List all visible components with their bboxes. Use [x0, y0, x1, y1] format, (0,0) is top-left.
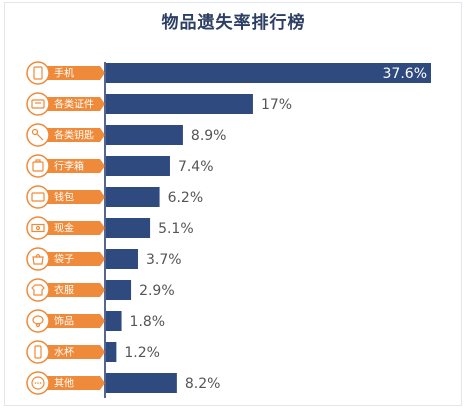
icon-badge: [26, 61, 50, 85]
chart-row: 水杯 1.2%: [26, 340, 160, 364]
chart-title: 物品遗失率排行榜: [161, 13, 306, 33]
chart-row: 饰品 1.8%: [26, 309, 166, 333]
bar: [106, 187, 160, 207]
bag-icon: [32, 253, 44, 265]
value-label: 1.2%: [124, 345, 160, 361]
chart-row: 行李箱 7.4%: [26, 154, 214, 178]
cash-icon: [31, 223, 45, 233]
phone-icon: [33, 66, 43, 80]
category-label: 现金: [54, 222, 74, 235]
more-icon: [31, 376, 45, 390]
category-label: 各类钥匙: [54, 129, 94, 142]
icon-badge: [26, 92, 50, 116]
cup-icon: [34, 345, 42, 359]
bar: [106, 94, 253, 114]
value-label: 1.8%: [130, 314, 166, 330]
value-label: 3.7%: [146, 252, 182, 268]
chart-row: 现金 5.1%: [26, 216, 194, 240]
category-label: 其他: [54, 377, 74, 390]
bar: [106, 342, 117, 362]
bar: [106, 280, 132, 300]
bar: [106, 63, 431, 83]
chart-rows: 手机 37.6% 各类证件 17% 各类钥匙 8.9% 行李箱 7.4% 钱包 6.2% 现金 5.1…: [26, 61, 431, 395]
bar: [106, 125, 183, 145]
category-label: 衣服: [54, 284, 74, 297]
icon-badge: [26, 247, 50, 271]
shirt-icon: [31, 284, 45, 296]
bar: [106, 156, 170, 176]
icon-badge: [26, 154, 50, 178]
chart-row: 各类证件 17%: [26, 92, 292, 116]
value-label: 8.2%: [185, 376, 221, 392]
chart-row: 其他 8.2%: [26, 371, 221, 395]
category-label: 水杯: [54, 346, 74, 359]
category-label: 行李箱: [54, 160, 84, 173]
chart-row: 手机 37.6%: [26, 61, 431, 85]
value-label: 5.1%: [158, 221, 194, 237]
value-label: 6.2%: [168, 190, 204, 206]
chart-row: 钱包 6.2%: [26, 185, 204, 209]
icon-badge: [26, 185, 50, 209]
id-card-icon: [31, 99, 45, 109]
icon-badge: [26, 340, 50, 364]
chart-row: 衣服 2.9%: [26, 278, 175, 302]
value-label: 2.9%: [139, 283, 175, 299]
bar: [106, 311, 122, 331]
value-label: 7.4%: [178, 159, 214, 175]
bar: [106, 249, 138, 269]
key-icon: [31, 128, 44, 141]
jewelry-icon: [32, 315, 44, 328]
category-label: 各类证件: [54, 98, 94, 111]
icon-badge: [26, 278, 50, 302]
chart-row: 各类钥匙 8.9%: [26, 123, 227, 147]
chart-row: 袋子 3.7%: [26, 247, 182, 271]
category-label: 饰品: [54, 315, 74, 328]
category-label: 手机: [54, 67, 74, 80]
bar: [106, 218, 151, 238]
bar: [106, 373, 177, 393]
category-label: 钱包: [54, 191, 74, 204]
icon-badge: [26, 309, 50, 333]
value-label: 8.9%: [191, 128, 227, 144]
value-label: 17%: [261, 97, 292, 113]
wallet-icon: [31, 192, 45, 202]
suitcase-icon: [32, 159, 44, 172]
category-label: 袋子: [54, 253, 74, 266]
icon-badge: [26, 216, 50, 240]
value-label: 37.6%: [383, 66, 427, 82]
